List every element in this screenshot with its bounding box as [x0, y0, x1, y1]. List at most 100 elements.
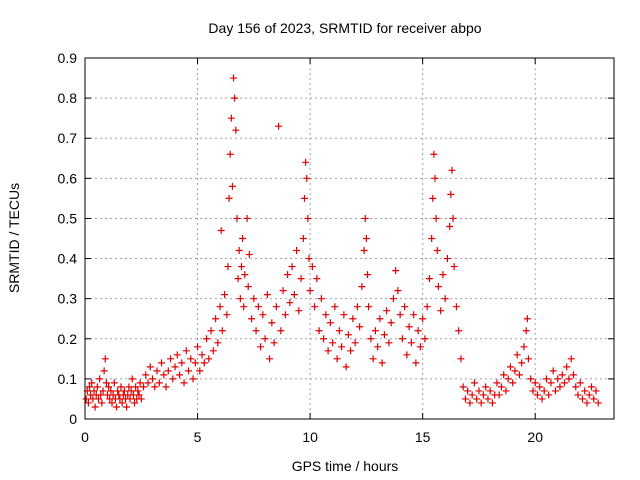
data-point [428, 235, 436, 242]
data-point [344, 331, 352, 339]
data-point [214, 339, 222, 347]
data-point [142, 371, 150, 379]
data-point [430, 150, 438, 158]
data-point [425, 275, 433, 283]
data-point [101, 355, 109, 363]
y-tick-label: 0.1 [58, 371, 78, 387]
data-point [360, 247, 368, 255]
data-point [515, 371, 523, 379]
plot-frame [84, 57, 615, 420]
data-point [340, 311, 348, 319]
data-point [342, 363, 350, 371]
data-point [151, 383, 159, 391]
axis-ticks: 0 0.1 0.2 0.3 0.4 0.5 0.6 0.7 0.8 0.9 0 5 10 15 20 [58, 50, 614, 445]
data-point [162, 383, 170, 391]
data-point [448, 166, 456, 174]
data-point [224, 263, 232, 271]
data-point [225, 194, 233, 202]
data-point [240, 303, 248, 311]
data-point [473, 395, 481, 403]
x-tick-label: 15 [415, 429, 431, 445]
data-point [118, 399, 126, 407]
data-point [245, 251, 253, 259]
data-point [279, 287, 287, 295]
data-point [203, 335, 211, 343]
data-point [431, 174, 439, 182]
data-point [423, 303, 431, 311]
data-point [484, 395, 492, 403]
data-point [178, 359, 186, 367]
data-point [449, 214, 457, 222]
data-point [470, 379, 478, 387]
y-axis-label: SRMTID / TECUs [6, 183, 22, 293]
data-point [236, 295, 244, 303]
data-point [313, 275, 321, 283]
data-point [326, 319, 334, 327]
data-point [421, 335, 429, 343]
data-point [459, 383, 467, 391]
data-point [137, 395, 145, 403]
data-point [477, 399, 485, 407]
data-point [443, 255, 451, 263]
data-point [500, 371, 508, 379]
data-point [338, 343, 346, 351]
data-point [317, 295, 325, 303]
data-point [153, 367, 161, 375]
y-tick-label: 0.3 [58, 291, 78, 307]
data-point [84, 399, 92, 407]
data-point [191, 359, 199, 367]
data-point [182, 347, 190, 355]
data-point [86, 383, 94, 391]
x-axis-label: GPS time / hours [292, 458, 399, 474]
data-point [560, 379, 568, 387]
data-point [547, 379, 555, 387]
data-point [567, 355, 575, 363]
data-point [120, 387, 128, 395]
data-point [434, 283, 442, 291]
data-point [212, 315, 220, 323]
data-point [479, 391, 487, 399]
data-point [90, 387, 98, 395]
data-point [128, 375, 136, 383]
data-point [110, 379, 118, 387]
data-point [335, 327, 343, 335]
data-point [576, 379, 584, 387]
data-point [233, 214, 241, 222]
data-point [405, 323, 413, 331]
data-point [455, 327, 463, 335]
data-point [132, 383, 140, 391]
data-point [488, 399, 496, 407]
data-point [549, 367, 557, 375]
data-point [243, 214, 251, 222]
data-point [389, 295, 397, 303]
data-point [380, 331, 388, 339]
data-point [583, 399, 591, 407]
data-point [194, 343, 202, 351]
data-point [554, 375, 562, 383]
data-point [520, 343, 528, 351]
data-point [365, 303, 373, 311]
data-point [98, 399, 106, 407]
x-tick-label: 0 [81, 429, 89, 445]
chart-title: Day 156 of 2023, SRMTID for receiver abp… [208, 20, 481, 36]
data-point [306, 287, 314, 295]
data-point [136, 379, 144, 387]
data-point [452, 303, 460, 311]
data-point [293, 247, 301, 255]
data-point [228, 182, 236, 190]
data-point [107, 387, 115, 395]
data-point [522, 327, 530, 335]
data-point [538, 395, 546, 403]
data-point [93, 383, 101, 391]
data-point [263, 291, 271, 299]
data-point [241, 271, 249, 279]
data-point [237, 263, 245, 271]
data-point [450, 263, 458, 271]
y-tick-label: 0.6 [58, 170, 78, 186]
data-point [295, 307, 303, 315]
data-point [302, 158, 310, 166]
data-point [113, 403, 121, 411]
data-point [155, 379, 163, 387]
data-point [226, 150, 234, 158]
